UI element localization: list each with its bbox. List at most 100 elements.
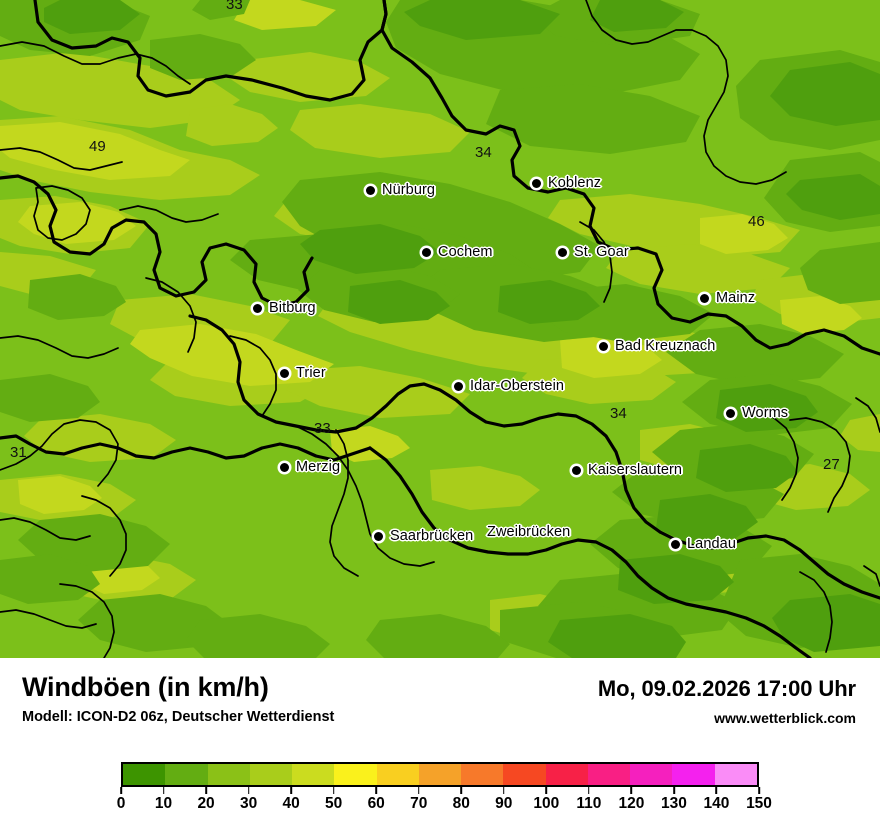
colorbar-swatch-1 bbox=[165, 764, 208, 785]
colorbar-label-30: 30 bbox=[239, 795, 258, 812]
colorbar-tick-130 bbox=[673, 787, 675, 794]
page-title: Windböen (in km/h) bbox=[22, 672, 269, 702]
city-marker-kaiserslautern[interactable]: Kaiserslautern bbox=[572, 462, 682, 478]
city-marker-st-goar[interactable]: St. Goar bbox=[558, 244, 629, 260]
colorbar-tick-90 bbox=[503, 787, 505, 794]
colorbar-tick-150 bbox=[758, 787, 760, 794]
city-marker-cochem[interactable]: Cochem bbox=[422, 244, 493, 260]
colorbar-swatch-7 bbox=[418, 764, 462, 785]
field-value-46: 46 bbox=[748, 213, 765, 230]
colorbar-tick-50 bbox=[332, 787, 335, 794]
city-marker-worms[interactable]: Worms bbox=[726, 405, 788, 421]
city-label: Mainz bbox=[716, 290, 756, 306]
colorbar-swatch-2 bbox=[207, 764, 250, 785]
colorbar-tick-60 bbox=[375, 787, 377, 794]
city-dot-icon bbox=[454, 381, 463, 391]
city-label: Idar-Oberstein bbox=[470, 378, 565, 394]
city-marker-bitburg[interactable]: Bitburg bbox=[253, 300, 316, 316]
city-label: Trier bbox=[296, 365, 326, 381]
colorbar-tick-70 bbox=[417, 787, 420, 794]
city-label: Kaiserslautern bbox=[588, 462, 683, 478]
city-marker-saarbruecken[interactable]: Saarbrücken bbox=[374, 528, 473, 544]
colorbar-label-130: 130 bbox=[660, 795, 687, 812]
colorbar-label-0: 0 bbox=[116, 795, 126, 812]
colorbar-label-80: 80 bbox=[452, 795, 470, 812]
city-marker-mainz[interactable]: Mainz bbox=[700, 290, 755, 306]
colorbar-label-120: 120 bbox=[618, 795, 645, 812]
field-value-33-mid: 33 bbox=[314, 420, 331, 437]
city-dot-icon bbox=[280, 462, 289, 472]
legend-colorbar: 0 10 20 30 40 50 60 70 80 90 100 110 120 130 140 150 bbox=[117, 762, 772, 817]
field-value-33-top: 33 bbox=[226, 0, 243, 13]
city-marker-nuerburg[interactable]: Nürburg bbox=[366, 182, 435, 198]
city-marker-zweibruecken[interactable]: Zweibrücken bbox=[487, 524, 570, 540]
colorbar-label-60: 60 bbox=[367, 795, 385, 812]
city-label: St. Goar bbox=[574, 244, 629, 260]
map-raster-layer bbox=[0, 0, 880, 658]
colorbar-tick-80 bbox=[460, 787, 463, 794]
field-value-34-north: 34 bbox=[475, 144, 492, 161]
city-label: Saarbrücken bbox=[390, 528, 474, 544]
colorbar-label-50: 50 bbox=[325, 795, 343, 812]
colorbar-swatch-3 bbox=[249, 764, 293, 785]
valid-datetime: Mo, 09.02.2026 17:00 Uhr bbox=[597, 676, 856, 701]
field-value-49: 49 bbox=[89, 138, 106, 155]
source-website: www.wetterblick.com bbox=[714, 710, 856, 726]
city-dot-icon bbox=[572, 465, 581, 475]
colorbar-tick-20 bbox=[205, 787, 207, 794]
colorbar-tick-0 bbox=[120, 787, 122, 794]
city-marker-landau[interactable]: Landau bbox=[671, 536, 736, 552]
colorbar-tick-100 bbox=[545, 787, 548, 794]
city-marker-trier[interactable]: Trier bbox=[280, 365, 326, 381]
city-label: Cochem bbox=[438, 244, 493, 260]
city-label: Bad Kreuznach bbox=[615, 338, 716, 354]
colorbar-swatch-5 bbox=[334, 764, 377, 785]
colorbar-tick-40 bbox=[290, 787, 292, 794]
colorbar-swatch-6 bbox=[376, 764, 419, 785]
field-value-31: 31 bbox=[10, 444, 27, 461]
colorbar-ticks bbox=[120, 787, 760, 795]
colorbar-label-40: 40 bbox=[282, 795, 300, 812]
colorbar-tick-120 bbox=[630, 787, 633, 794]
colorbar-swatch-8 bbox=[461, 764, 504, 785]
city-label: Nürburg bbox=[382, 182, 436, 198]
colorbar-swatch-14 bbox=[714, 764, 757, 785]
colorbar-swatch-10 bbox=[545, 764, 588, 785]
colorbar-label-20: 20 bbox=[197, 795, 215, 812]
city-label: Merzig bbox=[296, 459, 341, 475]
city-dot-icon bbox=[253, 303, 262, 313]
model-subtitle: Modell: ICON-D2 06z, Deutscher Wetterdie… bbox=[22, 709, 335, 725]
colorbar-swatch-13 bbox=[672, 764, 715, 785]
city-marker-bad-kreuznach[interactable]: Bad Kreuznach bbox=[599, 338, 715, 354]
city-label: Bitburg bbox=[269, 300, 316, 316]
colorbar-tick-140 bbox=[715, 787, 718, 794]
colorbar-label-70: 70 bbox=[410, 795, 428, 812]
city-dot-icon bbox=[374, 531, 383, 541]
city-label: Zweibrücken bbox=[487, 524, 571, 540]
colorbar-swatch-0 bbox=[123, 764, 166, 785]
colorbar-label-150: 150 bbox=[746, 795, 772, 812]
colorbar-label-110: 110 bbox=[576, 795, 602, 812]
colorbar-label-10: 10 bbox=[154, 795, 173, 812]
city-dot-icon bbox=[599, 341, 608, 351]
city-dot-icon bbox=[366, 185, 375, 195]
colorbar-swatch-12 bbox=[630, 764, 673, 785]
city-marker-merzig[interactable]: Merzig bbox=[280, 459, 340, 475]
city-marker-koblenz[interactable]: Koblenz bbox=[532, 175, 601, 191]
colorbar-label-100: 100 bbox=[533, 795, 560, 812]
colorbar-tick-30 bbox=[247, 787, 250, 794]
colorbar-label-90: 90 bbox=[495, 795, 513, 812]
city-dot-icon bbox=[700, 293, 709, 303]
colorbar-swatch-11 bbox=[587, 764, 631, 785]
city-dot-icon bbox=[726, 408, 735, 418]
colorbar-swatch-9 bbox=[503, 764, 546, 785]
city-label: Worms bbox=[742, 405, 789, 421]
city-marker-idar-oberstein[interactable]: Idar-Oberstein bbox=[454, 378, 564, 394]
wind-gust-map[interactable]: 33 49 34 46 33 34 31 27 Nürburg Koblenz … bbox=[0, 0, 880, 658]
city-label: Landau bbox=[687, 536, 736, 552]
colorbar-tick-10 bbox=[162, 787, 165, 794]
field-value-34-east: 34 bbox=[610, 405, 627, 422]
field-value-27: 27 bbox=[823, 456, 840, 473]
map-footer: Windböen (in km/h) Modell: ICON-D2 06z, … bbox=[0, 658, 880, 830]
